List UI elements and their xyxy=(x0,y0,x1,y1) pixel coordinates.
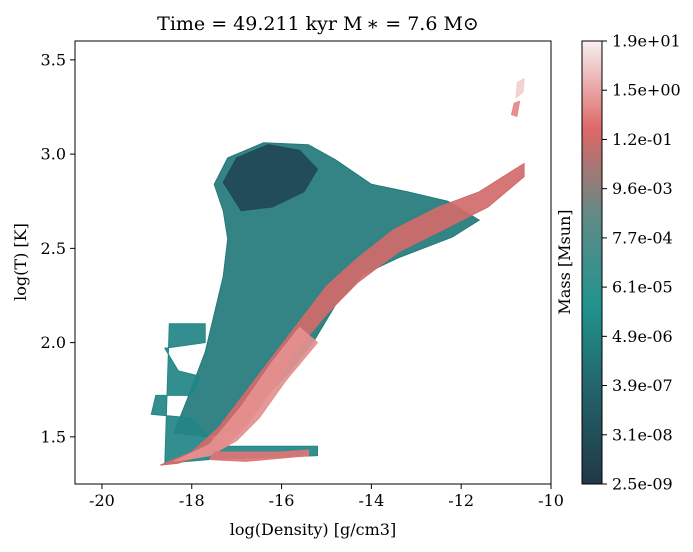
y-tick-label: 2.0 xyxy=(41,333,66,352)
region-low-temperature-branch xyxy=(208,449,309,462)
colorbar-frame xyxy=(581,40,603,485)
colorbar-tick-label: 4.9e-06 xyxy=(612,327,673,346)
y-tick-label: 1.5 xyxy=(41,427,66,446)
colorbar-tick-label: 1.5e+00 xyxy=(612,81,681,100)
region-dense-gas-ridge-inner xyxy=(173,326,319,462)
y-axis-ticks: 1.5 2.0 2.5 3.0 3.5 xyxy=(41,50,75,446)
colorbar-gradient xyxy=(582,41,602,484)
colorbar-ticks: 2.5e-09 3.1e-08 3.9e-07 4.9e-06 6.1e-05 7.7e-… xyxy=(602,32,681,494)
y-tick-label: 2.5 xyxy=(41,239,66,258)
region-hot-dense-clump xyxy=(515,77,525,99)
colorbar-tick-label: 3.9e-07 xyxy=(612,376,673,395)
data-regions xyxy=(150,77,525,466)
x-tick-label: -14 xyxy=(358,491,384,510)
chart-title: Time = 49.211 kyr M ∗ = 7.6 M⊙ xyxy=(157,13,479,35)
colorbar-tick-label: 6.1e-05 xyxy=(612,278,673,297)
colorbar-tick-label: 1.2e-01 xyxy=(612,130,673,149)
x-tick-label: -12 xyxy=(448,491,474,510)
colorbar: 2.5e-09 3.1e-08 3.9e-07 4.9e-06 6.1e-05 7.7e-… xyxy=(581,32,681,494)
axes-frame xyxy=(74,40,552,485)
region-cold-core xyxy=(222,144,319,212)
x-tick-label: -10 xyxy=(538,491,564,510)
y-tick-label: 3.0 xyxy=(41,145,66,164)
x-axis-ticks: -20 -18 -16 -14 -12 -10 xyxy=(89,484,564,510)
y-tick-label: 3.5 xyxy=(41,50,66,69)
colorbar-label: Mass [Msun] xyxy=(555,209,574,314)
plot-area xyxy=(74,40,552,485)
x-tick-label: -16 xyxy=(269,491,295,510)
colorbar-tick-label: 2.5e-09 xyxy=(612,475,673,494)
y-axis-label: log(T) [K] xyxy=(11,223,30,301)
colorbar-tick-label: 9.6e-03 xyxy=(612,179,673,198)
x-tick-label: -20 xyxy=(89,491,115,510)
colorbar-tick-label: 7.7e-04 xyxy=(612,228,673,247)
region-hot-dense-wisp xyxy=(510,100,521,118)
colorbar-tick-label: 3.1e-08 xyxy=(612,425,673,444)
x-axis-label: log(Density) [g/cm3] xyxy=(230,520,396,539)
colorbar-tick-label: 1.9e+01 xyxy=(612,32,681,51)
x-tick-label: -18 xyxy=(179,491,205,510)
